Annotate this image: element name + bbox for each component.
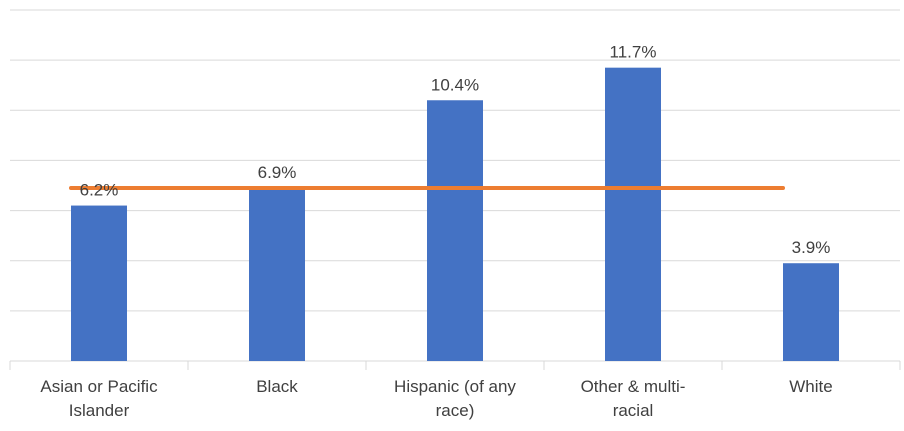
data-label: 10.4% <box>431 75 479 94</box>
data-label: 6.9% <box>258 163 297 182</box>
x-tick-label: Asian or Pacific Islander <box>40 377 158 420</box>
bar <box>71 205 127 361</box>
bar <box>427 100 483 361</box>
x-tick-label: White <box>789 377 832 396</box>
x-tick-label: Black <box>256 377 298 396</box>
bar <box>783 263 839 361</box>
data-label: 3.9% <box>792 238 831 257</box>
x-tick-label: Other & multi-racial <box>581 377 686 420</box>
x-axis <box>9 360 901 370</box>
bar-series <box>71 67 839 362</box>
bar <box>249 188 305 361</box>
data-label: 11.7% <box>610 43 657 62</box>
data-label: 6.2% <box>80 181 119 200</box>
x-tick-label: Hispanic (of any race) <box>394 377 516 420</box>
bar <box>605 67 661 362</box>
x-tick-labels: Asian or Pacific Islander Black Hispanic (o… <box>40 377 832 420</box>
data-labels: 6.2% 6.9% 10.4% 11.7% 3.9% <box>80 43 831 258</box>
